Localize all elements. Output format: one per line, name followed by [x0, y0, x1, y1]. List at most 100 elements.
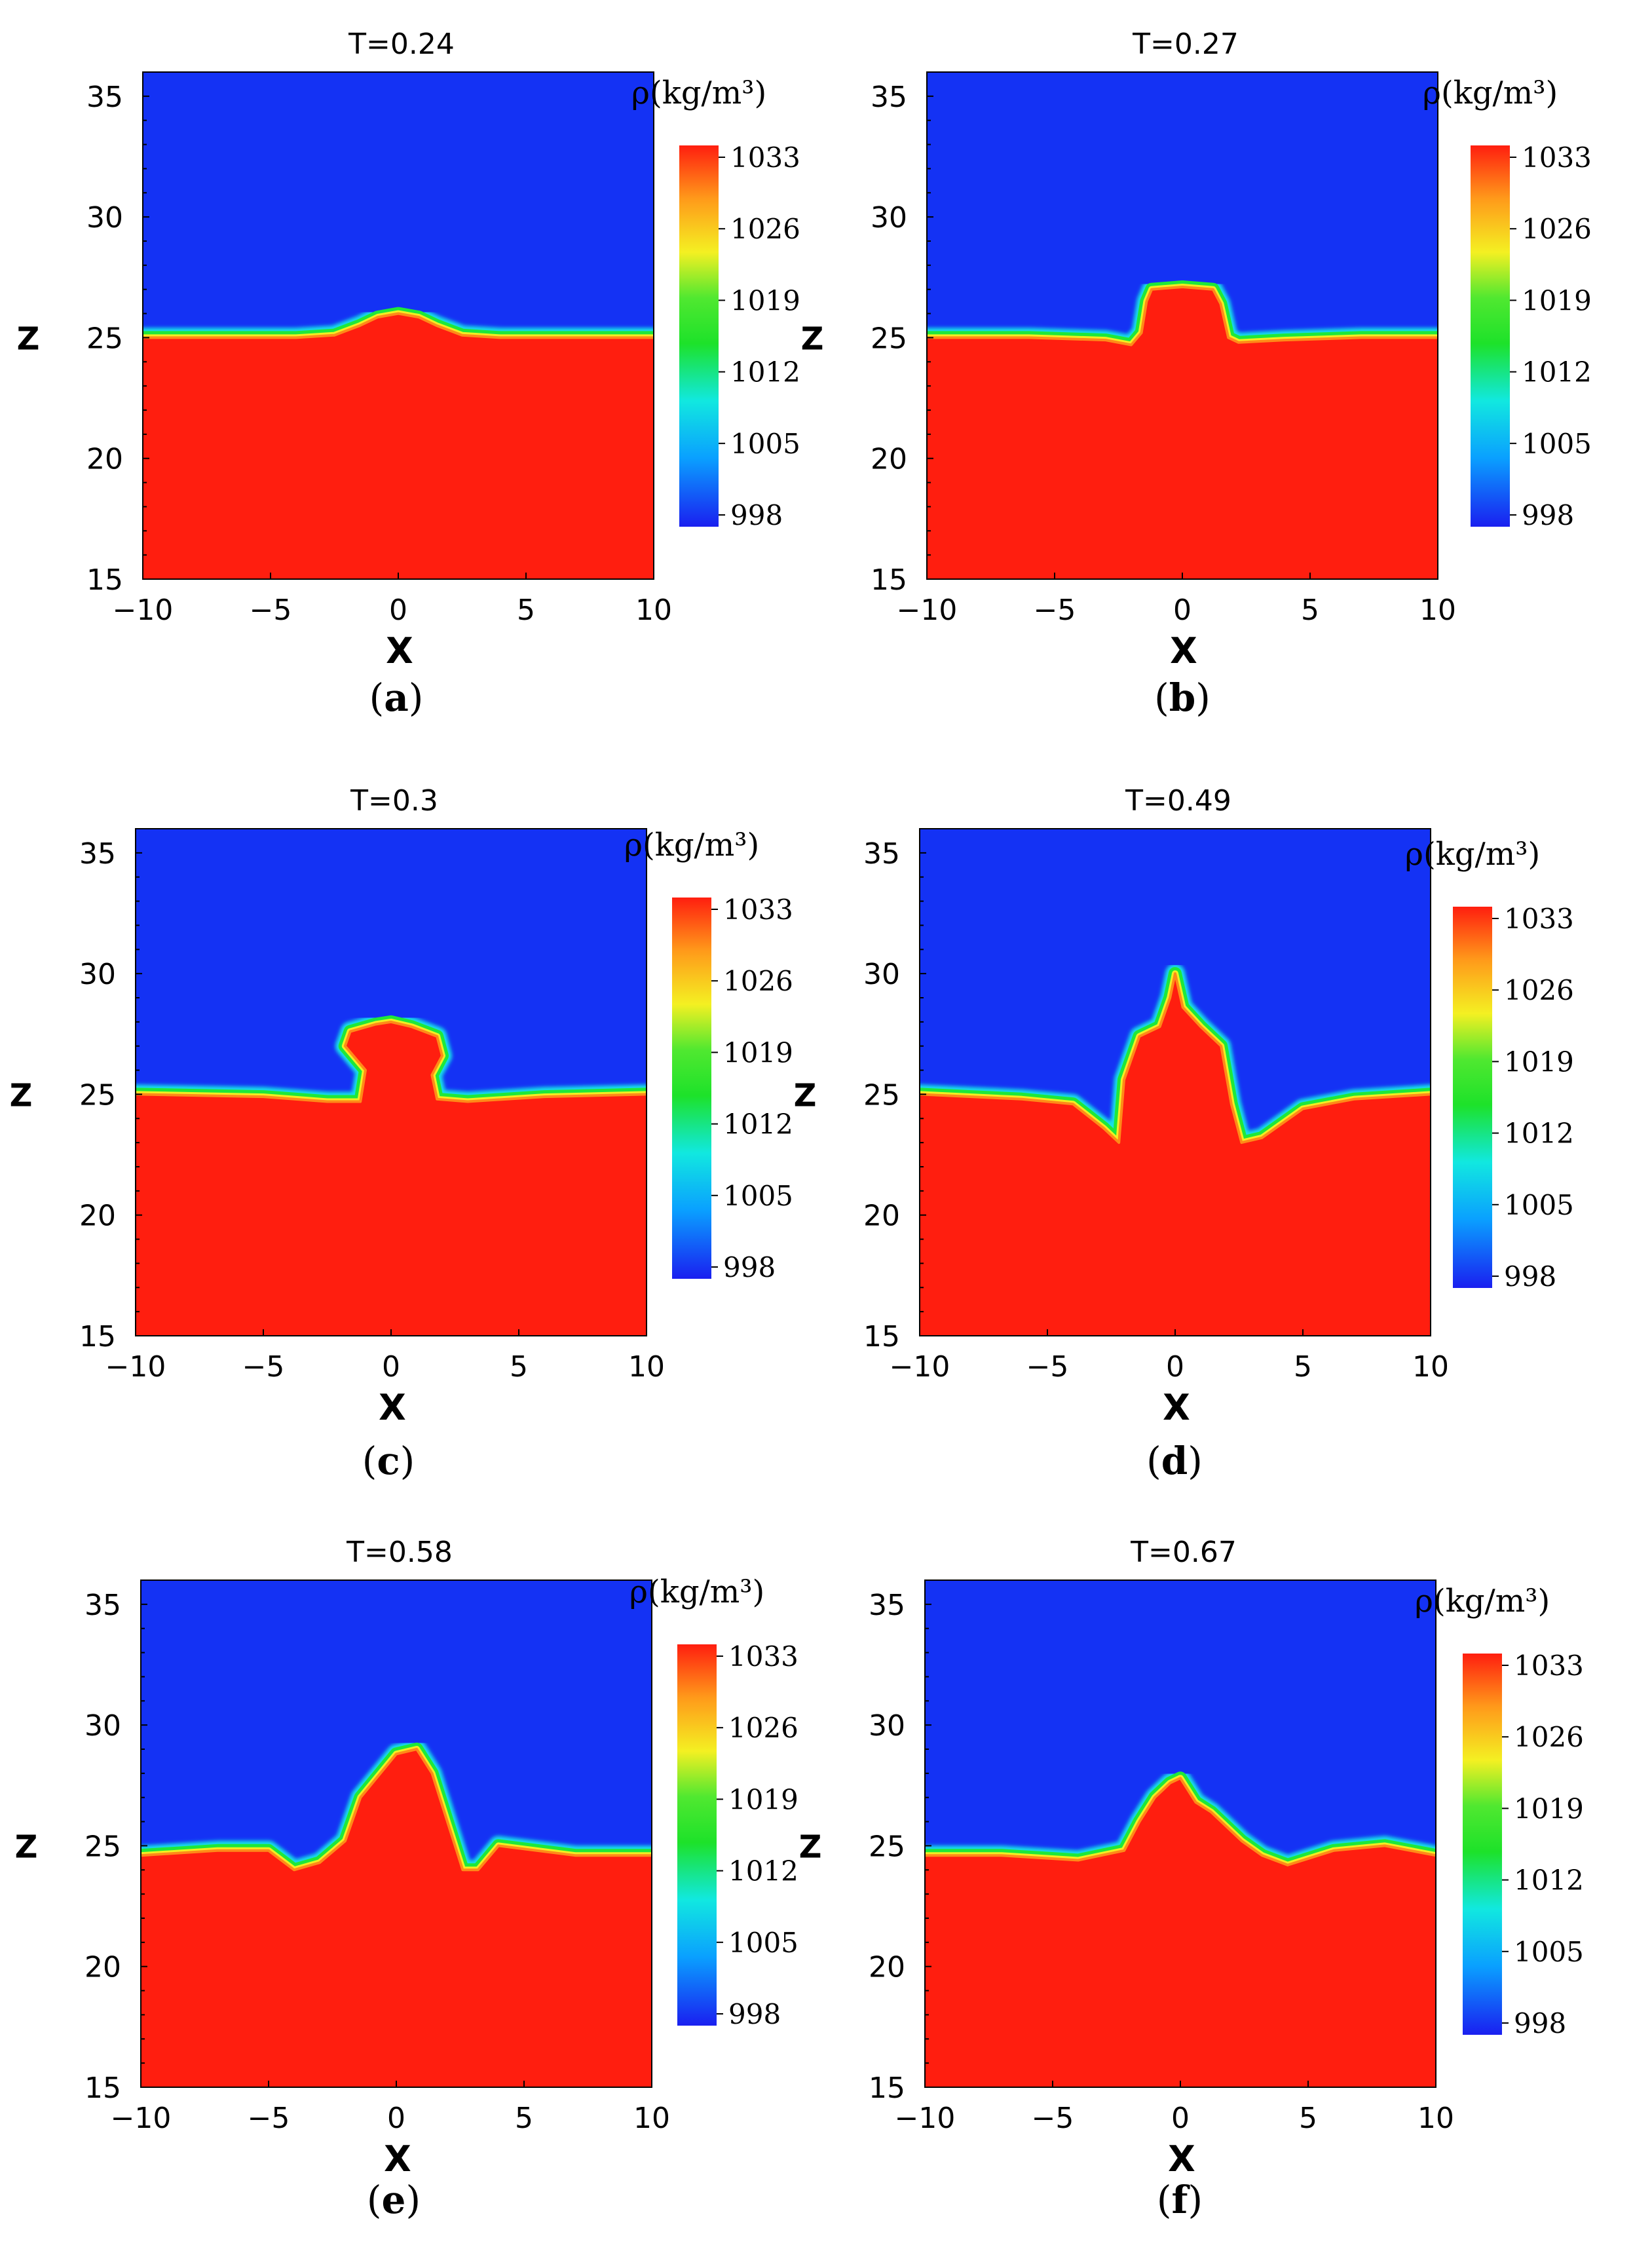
y-axis-label: Z [799, 1828, 822, 1865]
colorbar-tick-label: 1005 [723, 1180, 793, 1212]
caption-paren: ( [367, 2178, 382, 2222]
x-tick-label: 5 [1301, 594, 1319, 627]
y-tick-label: 25 [84, 1830, 121, 1863]
y-tick-label: 30 [86, 201, 123, 235]
x-axis-label: X [1168, 2138, 1195, 2180]
colorbar-label: ρ(kg/m³) [631, 75, 766, 111]
x-tick-label: −10 [895, 2102, 956, 2135]
interface-orange-edge [136, 1020, 647, 1103]
x-tick-label: 5 [1299, 2102, 1317, 2135]
colorbar-tick-label: 998 [723, 1251, 776, 1283]
colorbar-tick-label: 998 [730, 499, 783, 531]
caption-letter: a [384, 675, 409, 720]
y-tick-label: 20 [84, 1951, 121, 1984]
x-tick-label: 10 [1412, 1350, 1449, 1384]
y-tick-label: 25 [863, 1078, 900, 1112]
x-tick-label: −5 [1026, 1350, 1069, 1384]
y-axis-label: Z [10, 1077, 33, 1114]
x-tick-label: 0 [389, 594, 407, 627]
caption-letter: d [1161, 1439, 1188, 1483]
caption-paren: ) [409, 675, 424, 720]
y-tick-label: 35 [86, 81, 123, 114]
caption-paren: ) [405, 2178, 421, 2222]
colorbar-tick-label: 1033 [1514, 1650, 1584, 1682]
x-tick-label: −10 [113, 594, 174, 627]
colorbar-label: ρ(kg/m³) [629, 1574, 764, 1610]
lower-fluid-region [136, 1021, 647, 1336]
x-tick-label: 5 [510, 1350, 528, 1384]
y-tick-label: 15 [871, 563, 907, 597]
colorbar-tick-label: 1033 [723, 894, 793, 926]
y-tick-label: 20 [863, 1200, 900, 1233]
x-tick-label: 0 [1171, 2102, 1190, 2135]
interface-orange-edge [925, 1777, 1436, 1866]
x-tick-label: 5 [1294, 1350, 1312, 1384]
y-tick-label: 15 [84, 2071, 121, 2105]
density-field [920, 964, 1431, 1336]
colorbar-tick-label: 1005 [730, 428, 800, 460]
panel-title: T=0.27 [1132, 28, 1239, 61]
x-axis-label: X [1170, 630, 1197, 672]
panel-b: −10 −5 0 5 10 15 20 25 30 35 T=0.27 X Zρ(kg/m³) 1033 1… [801, 28, 1592, 720]
caption-paren: ( [1154, 675, 1169, 720]
y-tick-label: 35 [84, 1589, 121, 1622]
interface-orange-edge [920, 972, 1431, 1144]
y-tick-label: 35 [869, 1589, 905, 1622]
density-field [141, 1739, 652, 2087]
panel-a: −10 −5 0 5 10 15 20 25 30 35 T=0.24 X Zρ(kg/m³) 1033 1… [17, 28, 800, 720]
x-axis-label: X [386, 630, 413, 672]
y-tick-label: 30 [871, 201, 907, 235]
x-tick-label: −5 [242, 1350, 285, 1384]
y-axis-label: Z [801, 320, 824, 357]
interface-orange-edge [143, 312, 654, 339]
panel-d: −10 −5 0 5 10 15 20 25 30 35 T=0.49 X Zρ(kg/m³) 1033 1… [794, 784, 1574, 1483]
x-tick-label: 5 [517, 594, 535, 627]
density-field [136, 1012, 647, 1336]
caption-letter: f [1172, 2178, 1191, 2222]
panel-caption: (e) [367, 2178, 421, 2222]
y-tick-label: 20 [869, 1951, 905, 1984]
colorbar-label: ρ(kg/m³) [1405, 836, 1540, 873]
x-tick-label: 10 [1417, 2102, 1454, 2135]
x-axis-label: X [1163, 1387, 1190, 1428]
colorbar-tick-label: 1026 [728, 1712, 798, 1744]
colorbar-tick-label: 1019 [730, 284, 800, 316]
x-tick-label: −10 [105, 1350, 166, 1384]
lower-fluid-region [143, 313, 654, 579]
panel-f: −10 −5 0 5 10 15 20 25 30 35 T=0.67 X Zρ(kg/m³) 1033 1… [799, 1536, 1584, 2222]
colorbar-tick-label: 1026 [723, 965, 793, 997]
y-tick-label: 25 [871, 322, 907, 355]
caption-letter: e [382, 2178, 406, 2222]
x-tick-label: 5 [515, 2102, 533, 2135]
x-tick-label: 10 [633, 2102, 670, 2135]
panel-title: T=0.67 [1130, 1536, 1237, 1569]
x-tick-label: −10 [897, 594, 958, 627]
colorbar-tick-label: 1019 [723, 1036, 793, 1069]
colorbar-tick-label: 1026 [730, 213, 800, 245]
x-tick-label: −5 [1034, 594, 1076, 627]
colorbar-tick-label: 998 [1514, 2007, 1566, 2039]
panel-caption: (c) [362, 1439, 415, 1483]
y-tick-label: 25 [86, 322, 123, 355]
x-tick-label: −10 [111, 2102, 172, 2135]
x-tick-label: −10 [890, 1350, 950, 1384]
lower-fluid-region [927, 287, 1438, 579]
caption-letter: c [377, 1439, 400, 1483]
colorbar-gradient [672, 898, 711, 1279]
y-tick-label: 25 [869, 1830, 905, 1863]
x-axis-label: X [379, 1387, 406, 1428]
lower-fluid-region [925, 1778, 1436, 2087]
lower-fluid-region [920, 974, 1431, 1336]
x-tick-label: 0 [382, 1350, 400, 1384]
colorbar-gradient [679, 145, 719, 527]
panel-title: T=0.58 [346, 1536, 453, 1569]
density-field [143, 303, 654, 579]
y-tick-label: 20 [79, 1200, 116, 1233]
colorbar-label: ρ(kg/m³) [624, 827, 759, 863]
colorbar-tick-label: 1012 [1514, 1864, 1584, 1897]
lower-fluid-region [141, 1749, 652, 2087]
colorbar-tick-label: 1019 [1514, 1792, 1584, 1825]
y-tick-label: 25 [79, 1078, 116, 1112]
colorbar-tick-label: 1005 [1504, 1189, 1574, 1221]
x-tick-label: −5 [248, 2102, 290, 2135]
